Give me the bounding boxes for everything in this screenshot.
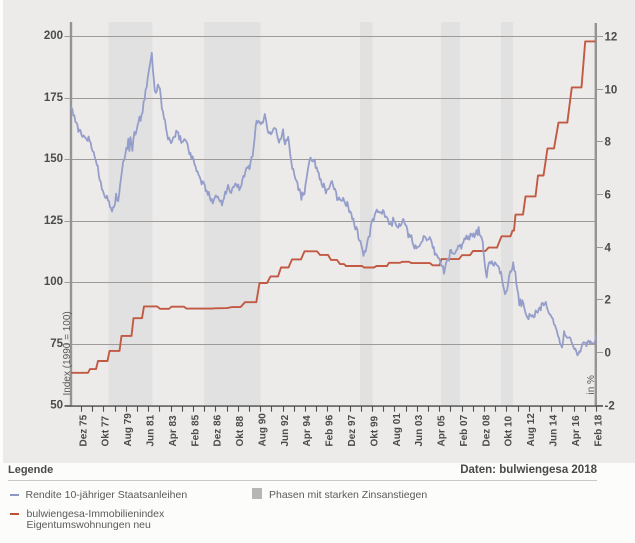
svg-text:Dez 86: Dez 86 xyxy=(213,414,224,446)
svg-text:Apr 05: Apr 05 xyxy=(437,415,448,447)
svg-text:0: 0 xyxy=(605,348,611,360)
svg-text:8: 8 xyxy=(605,137,612,149)
svg-text:Jun 81: Jun 81 xyxy=(146,414,157,446)
svg-text:Feb 18: Feb 18 xyxy=(593,414,604,446)
svg-text:Feb 85: Feb 85 xyxy=(190,414,201,446)
svg-text:12: 12 xyxy=(605,32,618,44)
svg-text:in %: in % xyxy=(586,375,597,395)
svg-text:Dez 97: Dez 97 xyxy=(347,414,358,446)
svg-text:Aug 90: Aug 90 xyxy=(257,413,268,447)
svg-text:150: 150 xyxy=(44,153,63,165)
svg-text:Jun 14: Jun 14 xyxy=(549,414,560,446)
svg-text:Jun 92: Jun 92 xyxy=(280,414,291,446)
svg-text:Okt 77: Okt 77 xyxy=(101,415,112,446)
svg-text:2: 2 xyxy=(605,295,611,307)
svg-text:Aug 01: Aug 01 xyxy=(392,413,403,447)
svg-text:6: 6 xyxy=(605,190,611,202)
svg-text:Okt 10: Okt 10 xyxy=(504,415,515,446)
svg-text:-2: -2 xyxy=(605,401,615,413)
svg-text:200: 200 xyxy=(44,30,63,42)
svg-text:175: 175 xyxy=(44,92,64,104)
svg-text:Okt 88: Okt 88 xyxy=(235,415,246,446)
svg-text:Okt 99: Okt 99 xyxy=(369,415,380,446)
svg-text:Dez 75: Dez 75 xyxy=(78,414,89,446)
svg-text:Dez 08: Dez 08 xyxy=(481,414,492,446)
svg-text:10: 10 xyxy=(605,85,618,97)
svg-text:Apr 94: Apr 94 xyxy=(302,415,313,447)
svg-text:Apr 83: Apr 83 xyxy=(168,415,179,447)
svg-text:Feb 96: Feb 96 xyxy=(325,414,336,446)
svg-text:Jun 03: Jun 03 xyxy=(414,414,425,446)
svg-text:50: 50 xyxy=(50,400,63,412)
svg-text:125: 125 xyxy=(44,215,64,227)
svg-text:100: 100 xyxy=(44,276,63,288)
svg-text:75: 75 xyxy=(50,338,63,350)
svg-text:4: 4 xyxy=(605,243,612,255)
svg-text:Apr 16: Apr 16 xyxy=(571,415,582,447)
svg-text:Aug 12: Aug 12 xyxy=(526,413,537,447)
svg-text:Feb 07: Feb 07 xyxy=(459,414,470,446)
svg-text:Index (1990 = 100): Index (1990 = 100) xyxy=(62,311,73,395)
svg-text:Aug 79: Aug 79 xyxy=(123,413,134,447)
